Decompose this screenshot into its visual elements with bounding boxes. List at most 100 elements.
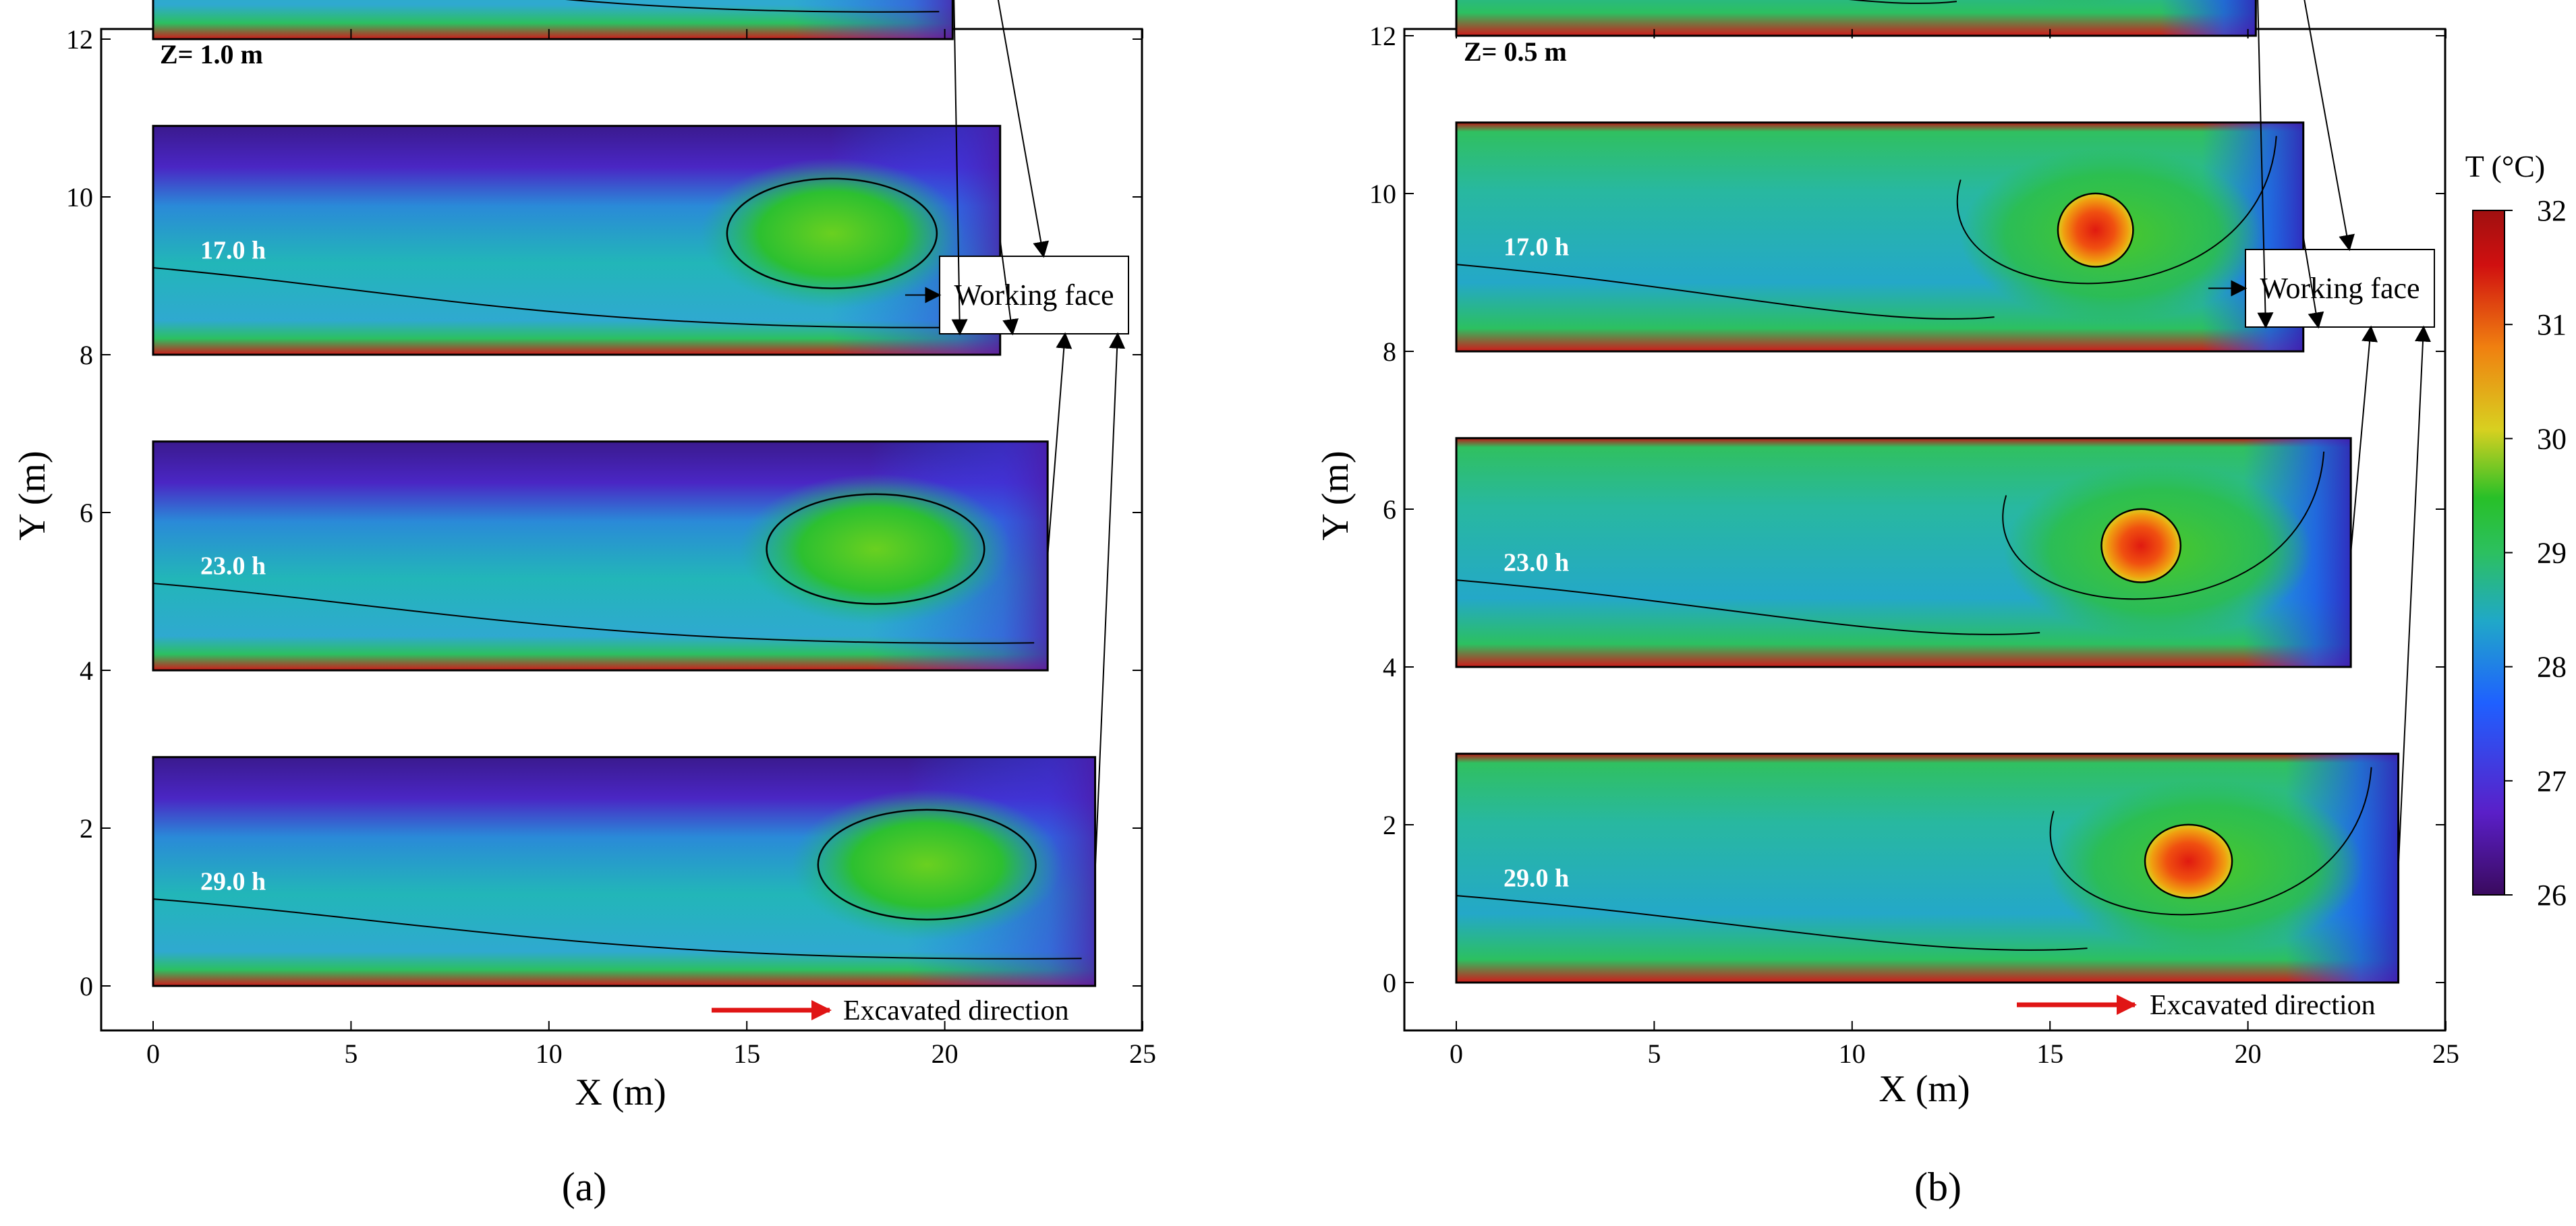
warm-zone (699, 158, 964, 310)
hot-spot (2057, 192, 2134, 268)
y-axis-label: Y (m) (11, 450, 53, 540)
colorbar-tick-label: 29 (2537, 537, 2567, 570)
y-axis-ticks: 024681012141618202224 (66, 24, 1142, 1001)
callout-arrow (997, 0, 1050, 258)
y-tick-label: 0 (80, 971, 93, 1001)
callout-arrow (2397, 325, 2431, 869)
y-tick-label: 10 (1369, 179, 1396, 209)
snapshot-4: 23.0 h (1455, 437, 2352, 668)
working-face-box (939, 256, 1129, 334)
colorbar-ticks: 26 27 28 29 30 31 32 (2505, 194, 2567, 912)
isotherm-contour (2049, 767, 2372, 916)
isotherm-contour (1956, 136, 2277, 285)
y-tick-label: 6 (80, 498, 93, 528)
x-tick-label: 20 (2235, 1039, 2262, 1069)
y-tick-label: 8 (1383, 337, 1396, 367)
callout-arrow (951, 0, 968, 336)
snapshot-2: 11.0 h (152, 0, 954, 40)
snapshot-border (152, 0, 954, 40)
snapshot-time-label: 23.0 h (200, 552, 266, 580)
x-tick-label: 25 (2432, 1039, 2459, 1069)
working-face-label: Working face (2260, 272, 2420, 305)
isotherm-contour (1456, 895, 2088, 951)
hot-spot (2144, 823, 2233, 899)
snapshot-border (1455, 121, 2305, 353)
warm-zone (739, 473, 1012, 625)
colorbar-title: T (°C) (2465, 149, 2545, 183)
colorbar-tick-label: 31 (2537, 308, 2567, 341)
y-tick-label: 0 (1383, 968, 1396, 998)
y-tick-label: 12 (1369, 21, 1396, 51)
snapshot-3: 17.0 h (152, 125, 1002, 356)
isotherm-contour (817, 809, 1037, 921)
x-axis-ticks: 0 5 10 15 20 25 (146, 29, 1156, 1069)
hot-spot (2100, 508, 2182, 583)
y-tick-label: 8 (80, 340, 93, 370)
y-axis-label: Y (m) (1315, 450, 1356, 540)
isotherm-contour (1456, 579, 2040, 635)
face-cooling-zone (153, 0, 953, 39)
snapshot-time-label: 29.0 h (1504, 864, 1569, 892)
y-tick-label: 2 (80, 813, 93, 844)
isotherm-contour (152, 267, 987, 328)
warm-zone (2013, 0, 2136, 7)
snapshot-time-label: 29.0 h (200, 867, 266, 896)
isotherm-contour (152, 898, 1082, 960)
snapshot-3: 17.0 h (1455, 121, 2305, 353)
snapshot-group: 1.0 h6.0 h11.0 h17.0 h23.0 h29.0 h (1455, 0, 2400, 984)
callout-arrow (2303, 0, 2355, 252)
snapshot-time-label: 17.0 h (200, 236, 266, 264)
panel-b: 1.0 h6.0 h11.0 h17.0 h23.0 h29.0 h 02468… (1315, 0, 2459, 1209)
snapshot-2: 11.0 h (1455, 0, 2257, 37)
callout-arrow (1094, 332, 1126, 872)
y-axis-ticks: 024681012141618202224 (1369, 21, 2445, 998)
x-axis-label: X (m) (1879, 1068, 1970, 1110)
snapshot-5: 29.0 h (1455, 753, 2400, 984)
panel-label: (b) (1914, 1165, 1962, 1209)
excavation-label: Excavated direction (843, 995, 1069, 1026)
colorbar-tick-label: 30 (2537, 422, 2567, 455)
colorbar-tick-label: 28 (2537, 651, 2567, 684)
panel-title: Z= 0.5 m (1464, 36, 1567, 67)
snapshot-4: 23.0 h (152, 440, 1049, 672)
callout-arrow (2257, 0, 2274, 329)
y-tick-label: 10 (66, 182, 93, 212)
x-tick-label: 10 (1839, 1039, 1866, 1069)
x-tick-label: 10 (536, 1039, 563, 1069)
y-tick-label: 6 (1383, 494, 1396, 525)
snapshot-time-label: 17.0 h (1504, 233, 1569, 261)
panel-label: (a) (562, 1165, 607, 1209)
colorbar-tick-label: 26 (2537, 879, 2567, 912)
snapshot-group: 1.0 h6.0 h11.0 h17.0 h23.0 h29.0 h (152, 0, 1097, 987)
y-tick-label: 12 (66, 24, 93, 55)
isotherm-contour (1456, 264, 1995, 320)
panel-a: 1.0 h6.0 h11.0 h17.0 h23.0 h29.0 h 02468… (11, 0, 1156, 1209)
x-tick-label: 5 (1647, 1039, 1661, 1069)
callout-arrows (905, 0, 1126, 872)
colorbar-scale (2472, 210, 2505, 896)
snapshot-time-label: 23.0 h (1504, 548, 1569, 577)
y-tick-label: 4 (1383, 652, 1396, 682)
x-tick-label: 15 (2036, 1039, 2063, 1069)
x-tick-label: 0 (146, 1039, 160, 1069)
face-cooling-zone (1456, 0, 2256, 36)
callout-arrow (2350, 325, 2378, 553)
callout-arrow (2302, 237, 2324, 329)
x-tick-label: 25 (1129, 1039, 1156, 1069)
working-face-label: Working face (954, 279, 1114, 312)
snapshot-border (1455, 0, 2257, 37)
x-tick-label: 5 (344, 1039, 357, 1069)
isotherm-contour (766, 493, 985, 605)
excavation-label: Excavated direction (2150, 990, 2376, 1021)
isotherm-contour (565, 0, 940, 13)
isotherm-contour (726, 177, 938, 289)
panel-title: Z= 1.0 m (160, 39, 263, 69)
callout-arrows (2208, 0, 2431, 869)
x-axis-ticks: 0 5 10 15 20 25 (1450, 29, 2459, 1069)
y-tick-label: 2 (1383, 810, 1396, 840)
isotherm-contour (152, 583, 1035, 644)
warm-zone (791, 789, 1063, 941)
snapshot-border (152, 125, 1002, 356)
y-tick-label: 4 (80, 655, 93, 686)
colorbar-tick-label: 27 (2537, 765, 2567, 798)
